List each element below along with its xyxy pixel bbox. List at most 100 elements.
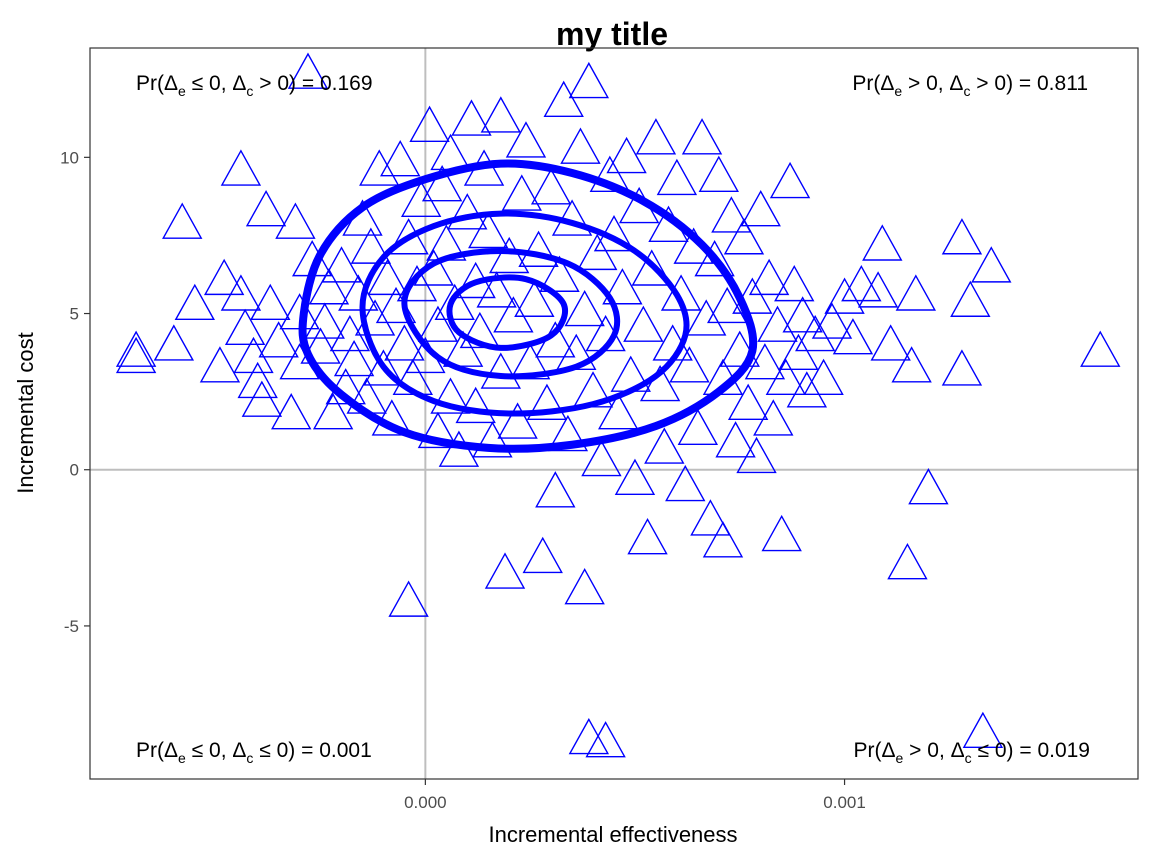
- data-point: [518, 230, 559, 267]
- data-point: [493, 296, 534, 333]
- data-point: [795, 314, 836, 352]
- data-point: [530, 168, 572, 205]
- data-point: [681, 118, 723, 155]
- data-point: [757, 305, 798, 342]
- data-point: [744, 343, 786, 380]
- chart-title: my title: [556, 16, 668, 52]
- y-axis-title: Incremental cost: [13, 332, 38, 493]
- data-point: [388, 218, 429, 255]
- data-point: [736, 436, 777, 474]
- data-point: [250, 283, 291, 321]
- data-point: [472, 421, 513, 458]
- data-point: [451, 99, 492, 136]
- data-point: [635, 118, 677, 155]
- data-point: [803, 358, 844, 396]
- x-tick-label: 0.001: [823, 793, 866, 812]
- data-point: [153, 324, 195, 361]
- data-point: [203, 258, 245, 296]
- data-point: [329, 314, 371, 352]
- data-point: [505, 121, 547, 158]
- data-point: [568, 717, 610, 755]
- x-axis: 0.000 0.001: [404, 779, 866, 812]
- data-point: [417, 411, 459, 449]
- data-point: [115, 330, 157, 367]
- data-point: [162, 202, 203, 239]
- data-point: [774, 264, 815, 302]
- data-point: [686, 299, 727, 336]
- data-point: [442, 330, 484, 367]
- data-point: [547, 414, 589, 452]
- data-point: [497, 402, 538, 439]
- annotation-ne: Pr(Δe > 0, Δc > 0) = 0.811: [852, 72, 1088, 99]
- data-point: [237, 361, 278, 399]
- data-point: [702, 521, 744, 558]
- data-point: [359, 149, 400, 186]
- data-point: [753, 399, 794, 436]
- data-point: [748, 258, 790, 296]
- data-point: [1080, 330, 1121, 367]
- data-point: [694, 239, 735, 277]
- data-point: [971, 246, 1012, 283]
- data-point: [526, 383, 568, 421]
- data-point: [367, 258, 408, 296]
- annotation-se: Pr(Δe > 0, Δc ≤ 0) = 0.019: [854, 739, 1091, 766]
- data-point: [715, 421, 756, 458]
- data-point: [761, 514, 802, 552]
- data-point: [434, 283, 475, 321]
- data-point: [241, 380, 283, 417]
- y-tick-label: -5: [64, 617, 79, 636]
- data-point: [941, 349, 983, 386]
- data-point: [480, 352, 522, 389]
- data-point: [455, 386, 496, 424]
- data-point: [308, 268, 350, 305]
- data-point: [535, 471, 576, 508]
- data-point: [224, 308, 266, 346]
- data-point: [656, 158, 698, 196]
- data-point: [489, 236, 530, 274]
- data-point: [271, 393, 312, 430]
- data-point: [832, 318, 874, 355]
- y-axis: -5 0 5 10: [60, 148, 90, 636]
- density-contour: [298, 159, 758, 453]
- annotation-sw: Pr(Δe ≤ 0, Δc ≤ 0) = 0.001: [136, 739, 372, 766]
- data-point: [275, 202, 316, 239]
- data-point: [380, 140, 421, 177]
- data-point: [174, 283, 215, 321]
- data-point: [350, 227, 392, 264]
- data-point: [778, 333, 819, 371]
- scatter-points: [115, 52, 1121, 758]
- data-point: [669, 346, 710, 383]
- data-point: [941, 218, 983, 255]
- density-contour: [401, 248, 621, 380]
- quadrant-annotations: Pr(Δe ≤ 0, Δc > 0) = 0.169 Pr(Δe > 0, Δc …: [136, 72, 1090, 766]
- data-point: [321, 246, 362, 283]
- data-point: [300, 327, 341, 364]
- data-point: [417, 305, 459, 342]
- density-contour: [446, 274, 568, 351]
- data-point: [602, 268, 643, 305]
- reference-lines: [90, 48, 1138, 779]
- data-point: [962, 711, 1004, 749]
- data-point: [459, 311, 501, 349]
- annotation-nw: Pr(Δe ≤ 0, Δc > 0) = 0.169: [136, 72, 373, 99]
- data-point: [887, 543, 928, 580]
- data-point: [564, 289, 605, 327]
- data-point: [598, 393, 639, 430]
- y-tick-label: 5: [70, 305, 79, 324]
- data-point: [568, 61, 610, 99]
- data-point: [862, 224, 903, 261]
- data-point: [480, 96, 522, 133]
- data-point: [639, 364, 681, 402]
- data-point: [782, 296, 823, 333]
- data-point: [769, 161, 811, 199]
- data-point: [690, 499, 731, 536]
- y-tick-label: 10: [60, 148, 79, 167]
- data-point: [484, 552, 526, 589]
- data-point: [895, 274, 937, 311]
- data-point: [950, 280, 991, 317]
- data-point: [698, 155, 739, 192]
- data-point: [841, 264, 882, 302]
- data-point: [333, 339, 375, 377]
- data-point: [400, 180, 442, 217]
